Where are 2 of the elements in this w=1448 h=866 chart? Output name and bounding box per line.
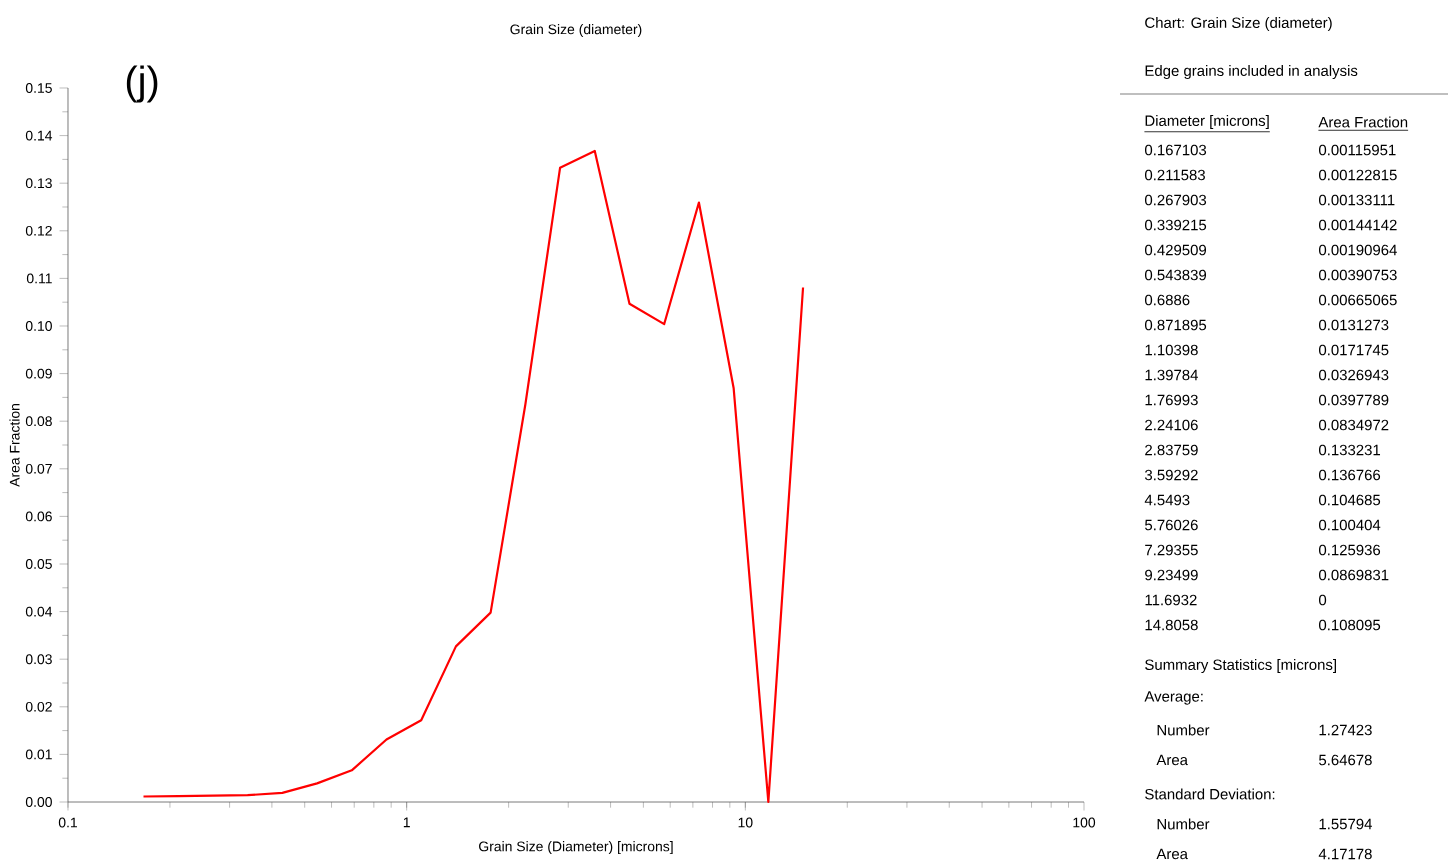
annotation: (j) — [126, 65, 158, 103]
line-series — [142, 149, 805, 804]
